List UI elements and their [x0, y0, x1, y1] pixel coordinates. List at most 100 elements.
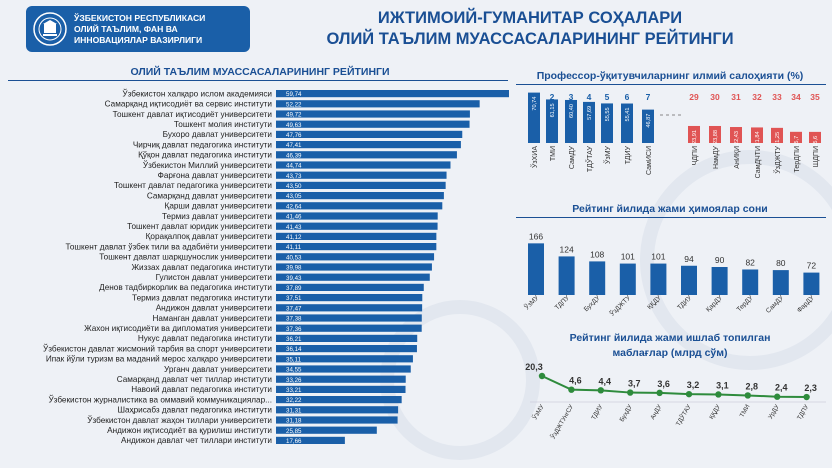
potential-top-category-label: СамДУ: [569, 145, 576, 169]
potential-bottom-category-label: ТерДПИ: [794, 146, 801, 172]
ranking-category-label: Тошкент давлат иқтисодиёт университети: [113, 110, 272, 119]
page-title-line: ОЛИЙ ТАЪЛИМ МУАССАСАЛАРИНИНГ РЕЙТИНГИ: [326, 30, 734, 48]
ranking-value-label: 42,64: [286, 203, 302, 210]
funds-value-label: 3,1: [716, 380, 729, 390]
potential-bottom-bar: [790, 131, 802, 143]
potential-top-category-label: ТДЎТАУ: [585, 145, 594, 172]
ranking-title-underline: [8, 80, 508, 81]
funds-category-label: ТДИУ: [590, 403, 605, 422]
funds-point: [715, 391, 722, 398]
funds-value-label: 3,7: [628, 379, 641, 389]
ranking-category-label: Самарқанд давлат чет тиллар институти: [117, 375, 272, 384]
ranking-category-label: Қўқон давлат педагогика институти: [138, 151, 272, 160]
potential-top-value-label: 70,74: [532, 97, 538, 111]
ranking-category-label: Шаҳрисабз давлат педагогика институти: [117, 406, 272, 415]
potential-top-rank-label: 1: [532, 92, 537, 102]
ranking-bar: [276, 232, 437, 240]
ranking-category-label: Гулистон давлат университети: [156, 273, 272, 282]
potential-top-rank-label: 7: [646, 92, 651, 102]
ranking-bar: [276, 396, 402, 404]
potential-top-rank-label: 6: [625, 92, 630, 102]
potential-top-bar: [621, 103, 633, 143]
potential-top-value-label: 55,41: [625, 108, 631, 122]
ranking-bar: [276, 222, 438, 230]
funds-category-label: ТДЎТАУ: [673, 402, 693, 428]
defenses-bar: [528, 243, 544, 295]
funds-value-label: 4,4: [599, 376, 612, 386]
potential-bottom-rank-label: 34: [791, 92, 801, 102]
ranking-category-label: Наманган давлат университети: [153, 314, 272, 323]
ranking-category-label: Самарқанд давлат университети: [147, 191, 272, 200]
defenses-category-label: ЎзМУ: [522, 292, 541, 311]
ranking-value-label: 47,41: [286, 142, 302, 149]
ranking-category-label: Тошкент давлат шарқшунослик университети: [99, 253, 272, 262]
potential-bottom-category-label: ЎзДЖТУ: [773, 145, 782, 173]
ranking-value-label: 39,98: [286, 265, 302, 272]
potential-bottom-category-label: АнИҚИ: [734, 146, 741, 169]
funds-point: [744, 392, 751, 399]
ministry-line: ЎЗБЕКИСТОН РЕСПУБЛИКАСИ: [74, 12, 206, 23]
potential-bottom-rank-label: 35: [810, 92, 820, 102]
ranking-value-label: 37,89: [286, 285, 302, 292]
ranking-value-label: 36,21: [286, 336, 302, 343]
ranking-value-label: 32,22: [286, 397, 302, 404]
ranking-bar: [276, 385, 406, 393]
defenses-category-label: ҚарДУ: [705, 294, 725, 314]
potential-top-rank-label: 5: [605, 92, 610, 102]
potential-bottom-bar: [751, 127, 763, 143]
potential-bottom-value-label: 23,91: [692, 130, 698, 144]
ranking-bar: [276, 314, 422, 322]
defenses-value-label: 90: [715, 255, 725, 265]
defenses-value-label: 101: [621, 252, 635, 262]
ranking-value-label: 46,39: [286, 152, 302, 159]
ranking-value-label: 59,74: [286, 91, 302, 98]
funds-value-label: 2,4: [775, 383, 788, 393]
ranking-bar: [276, 90, 509, 98]
ranking-category-label: Ўзбекистон давлат жисмоний тарбия ва спо…: [43, 342, 272, 353]
potential-bottom-value-label: 22,43: [734, 131, 740, 145]
ranking-value-label: 31,31: [286, 407, 302, 414]
defenses-bar: [742, 269, 759, 295]
ranking-bar: [276, 406, 399, 414]
ranking-value-label: 31,18: [286, 418, 302, 425]
funds-series-line: [541, 375, 807, 399]
ranking-value-label: 37,47: [286, 305, 302, 312]
potential-bottom-category-label: ШДПИ: [813, 146, 820, 167]
ranking-category-label: Андижон давлат университети: [156, 304, 272, 313]
potential-bottom-value-label: 21,84: [755, 131, 761, 145]
ranking-category-label: Урганч давлат университети: [164, 365, 272, 374]
ranking-bar: [276, 436, 345, 444]
funds-category-label: БухДУ: [619, 403, 635, 423]
potential-bottom-value-label: 23,88: [713, 130, 719, 144]
ranking-value-label: 47,76: [286, 132, 302, 139]
defenses-category-label: ФарДУ: [796, 294, 816, 314]
ranking-category-label: Тошкент давлат педагогика университети: [114, 181, 272, 190]
ranking-value-label: 44,74: [286, 163, 302, 170]
ranking-bar: [276, 334, 418, 342]
potential-title-underline: [516, 84, 826, 85]
defenses-value-label: 108: [590, 249, 604, 259]
ranking-value-label: 33,21: [286, 387, 302, 394]
potential-top-rank-label: 4: [587, 92, 592, 102]
defenses-value-label: 72: [807, 261, 817, 271]
ranking-category-label: Андижон давлат чет тиллари институти: [121, 436, 272, 445]
potential-top-value-label: 61,15: [550, 103, 556, 117]
potential-top-value-label: 57,69: [587, 106, 593, 120]
ranking-bar: [276, 426, 377, 434]
funds-point: [627, 389, 634, 396]
potential-bottom-rank-label: 30: [710, 92, 720, 102]
ranking-category-label: Бухоро давлат университети: [163, 130, 272, 139]
defenses-value-label: 166: [529, 231, 543, 241]
funds-point: [685, 390, 693, 398]
ranking-bar: [276, 294, 423, 302]
potential-bottom-bar: [771, 127, 783, 143]
funds-point: [803, 393, 810, 401]
ranking-value-label: 49,72: [286, 112, 302, 119]
funds-value-label: 20,3: [525, 362, 543, 372]
funds-value-label: 2,3: [804, 383, 817, 393]
ranking-category-label: Жахон иқтисодиёти ва дипломатия универси…: [84, 324, 272, 333]
potential-top-value-label: 60,40: [569, 104, 575, 118]
funds-point: [774, 393, 781, 400]
ranking-category-label: Термиз давлат педагогика институти: [132, 293, 272, 302]
potential-top-bar: [546, 99, 558, 143]
